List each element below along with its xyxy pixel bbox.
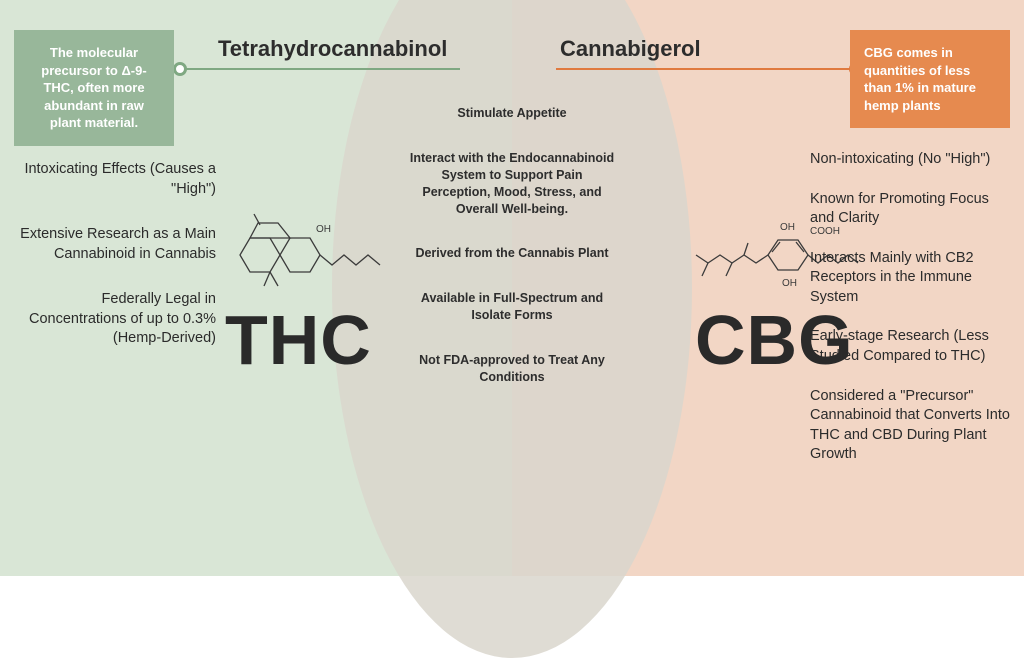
venn-infographic: Tetrahydrocannabinol Cannabigerol The mo… xyxy=(0,0,1024,576)
list-item: Extensive Research as a Main Cannabinoid… xyxy=(14,225,216,264)
left-title: Tetrahydrocannabinol xyxy=(218,36,447,62)
left-underline xyxy=(180,68,460,70)
right-bullet-list: Non-intoxicating (No "High") Known for P… xyxy=(810,150,1010,485)
list-item: Interacts Mainly with CB2 Receptors in t… xyxy=(810,249,1010,308)
thc-molecule-icon: OH xyxy=(220,210,390,300)
list-item: Non-intoxicating (No "High") xyxy=(810,150,1010,170)
oh-label: OH xyxy=(316,224,331,235)
left-callout: The molecular precursor to Δ-9-THC, ofte… xyxy=(14,30,174,146)
oh-label: OH xyxy=(782,278,797,289)
right-title: Cannabigerol xyxy=(560,36,701,62)
list-item: Considered a "Precursor" Cannabinoid tha… xyxy=(810,387,1010,465)
list-item: Known for Promoting Focus and Clarity xyxy=(810,190,1010,229)
list-item: Interact with the Endocannabinoid System… xyxy=(407,150,617,218)
right-underline xyxy=(556,68,856,70)
thc-big-label: THC xyxy=(225,300,372,380)
list-item: Not FDA-approved to Treat Any Conditions xyxy=(407,352,617,386)
list-item: Federally Legal in Concentrations of up … xyxy=(14,290,216,349)
list-item: Stimulate Appetite xyxy=(407,105,617,122)
list-item: Intoxicating Effects (Causes a "High") xyxy=(14,160,216,199)
list-item: Derived from the Cannabis Plant xyxy=(407,245,617,262)
shared-list: Stimulate Appetite Interact with the End… xyxy=(407,105,617,414)
left-bullet-list: Intoxicating Effects (Causes a "High") E… xyxy=(14,160,216,375)
list-item: Early-stage Research (Less Studied Compa… xyxy=(810,327,1010,366)
oh-label: OH xyxy=(780,222,795,233)
list-item: Available in Full-Spectrum and Isolate F… xyxy=(407,290,617,324)
right-callout: CBG comes in quantities of less than 1% … xyxy=(850,30,1010,128)
dot-icon xyxy=(173,62,187,76)
